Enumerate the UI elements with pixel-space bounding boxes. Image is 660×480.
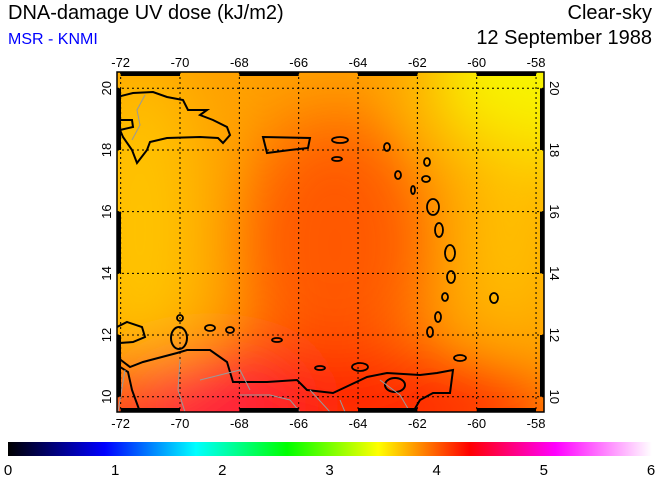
lon-label-bottom: -58 <box>527 416 546 431</box>
island-coast <box>444 244 456 262</box>
colorbar-label: 4 <box>432 462 440 479</box>
island-coast <box>434 311 442 323</box>
graticule <box>117 72 544 412</box>
bottom-scale-segment <box>358 408 418 412</box>
island-coast <box>271 337 283 343</box>
top-scale-segment <box>239 72 299 76</box>
lon-label-top: -70 <box>171 55 190 70</box>
island-coast <box>351 362 369 372</box>
lon-label-top: -66 <box>289 55 308 70</box>
island-coast <box>394 170 402 180</box>
colorbar-label: 1 <box>111 462 119 479</box>
lat-label-left: 16 <box>99 204 114 218</box>
lat-label-right: 18 <box>547 143 562 157</box>
top-scale-segment <box>358 72 418 76</box>
lon-label-top: -62 <box>408 55 427 70</box>
axis-labels: -72 -72 -70 -70 -68 -68 -66 -66 -64 -64 -62 -62 -60 -… <box>99 55 562 431</box>
field-east-band <box>470 120 544 340</box>
lon-label-bottom: -72 <box>111 416 130 431</box>
field-center-low <box>240 115 430 375</box>
island-coast <box>489 292 499 304</box>
lon-label-top: -60 <box>467 55 486 70</box>
lat-label-right: 14 <box>547 266 562 280</box>
island-coast <box>426 198 440 216</box>
date-label: 12 September 1988 <box>476 27 652 49</box>
right-scale-segment <box>540 88 544 150</box>
coastlines <box>117 90 455 412</box>
lon-label-top: -68 <box>230 55 249 70</box>
island-coast <box>331 156 343 162</box>
lon-label-bottom: -70 <box>171 416 190 431</box>
trinidad-coast <box>384 377 406 393</box>
frame-scale-bars <box>117 72 544 412</box>
island-coast <box>426 326 434 338</box>
right-scale-segment <box>540 211 544 274</box>
lon-label-bottom: -66 <box>289 416 308 431</box>
colorbar-label: 3 <box>325 462 333 479</box>
lat-label-left: 12 <box>99 328 114 342</box>
colorbar-labels: 0 1 2 3 4 5 6 <box>4 462 655 479</box>
lon-label-top: -64 <box>349 55 368 70</box>
hispaniola-coast <box>117 90 232 166</box>
lon-label-bottom: -62 <box>408 416 427 431</box>
lat-label-left: 20 <box>99 81 114 95</box>
island-coast <box>204 324 216 332</box>
left-scale-segment <box>117 211 121 274</box>
haiti-dr-border <box>131 94 146 141</box>
puerto-rico-coast <box>261 135 312 155</box>
colorbar <box>8 442 652 456</box>
venezuela-border <box>117 369 126 412</box>
source-label: MSR - KNMI <box>8 31 98 48</box>
top-scale-segment <box>120 72 180 76</box>
lesser-antilles <box>176 136 499 372</box>
island-coast <box>441 292 449 302</box>
left-scale-segment <box>117 335 121 397</box>
lat-label-right: 16 <box>547 204 562 218</box>
island-coast <box>176 314 184 322</box>
bottom-scale-segment <box>239 408 299 412</box>
lat-label-right: 12 <box>547 328 562 342</box>
left-scale-segment <box>117 88 121 150</box>
island-coast <box>225 326 235 334</box>
lat-label-left: 18 <box>99 143 114 157</box>
lon-label-top: -72 <box>111 55 130 70</box>
lon-label-top: -58 <box>527 55 546 70</box>
lon-label-bottom: -68 <box>230 416 249 431</box>
borders <box>117 94 411 412</box>
lat-label-right: 20 <box>547 81 562 95</box>
lat-label-left: 14 <box>99 266 114 280</box>
lon-label-bottom: -64 <box>349 416 368 431</box>
colorbar-label: 5 <box>540 462 548 479</box>
uv-field <box>117 72 544 412</box>
field-west-band <box>117 72 200 400</box>
lat-label-right: 10 <box>547 389 562 403</box>
top-scale-segment <box>476 72 537 76</box>
island-coast <box>446 270 456 284</box>
venezuela-coast <box>117 320 455 412</box>
island-coast <box>421 175 431 183</box>
maracaibo-coast <box>117 364 141 412</box>
map-title: DNA-damage UV dose (kJ/m2) <box>8 2 284 24</box>
colorbar-label: 2 <box>218 462 226 479</box>
bottom-scale-segment <box>120 408 180 412</box>
paraguana-coast <box>170 326 188 350</box>
lon-label-bottom: -60 <box>467 416 486 431</box>
island-coast <box>434 222 444 238</box>
bottom-scale-segment <box>476 408 537 412</box>
island-coast <box>423 157 431 167</box>
rivers-venezuela <box>177 359 411 412</box>
field-south-peak <box>130 375 290 412</box>
sky-condition-label: Clear-sky <box>567 2 652 24</box>
island-coast <box>314 365 326 371</box>
island-coast <box>383 142 391 152</box>
colorbar-label: 0 <box>4 462 12 479</box>
colorbar-label: 6 <box>647 462 655 479</box>
island-coast <box>331 136 349 144</box>
right-scale-segment <box>540 335 544 397</box>
island-coast <box>453 354 467 362</box>
island-coast <box>410 185 416 195</box>
lat-label-left: 10 <box>99 389 114 403</box>
